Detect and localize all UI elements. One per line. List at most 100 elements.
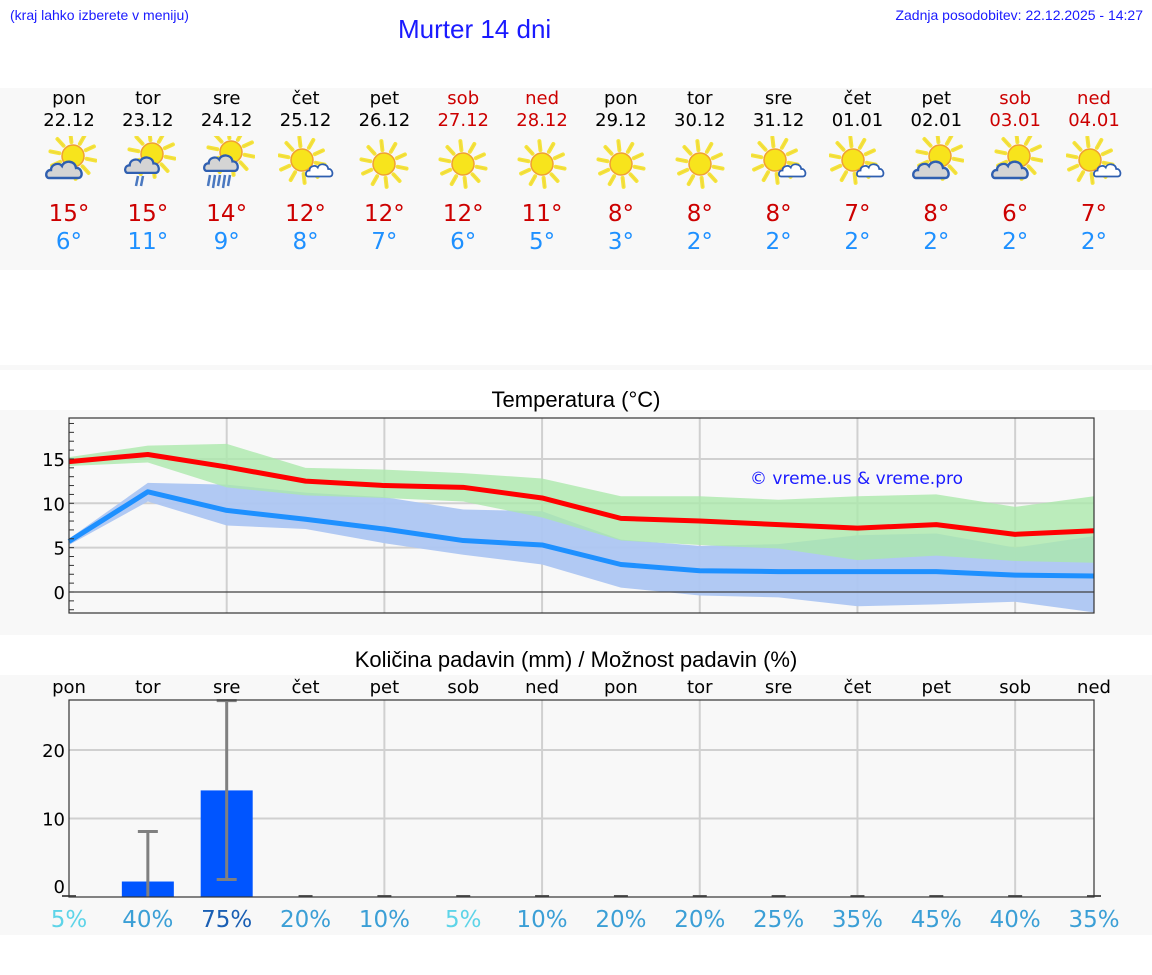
day-forecast: tor 30.12 8° 2° xyxy=(660,88,740,256)
min-temp: 2° xyxy=(1080,229,1108,255)
max-temp: 8° xyxy=(923,201,950,227)
min-temp: 2° xyxy=(923,229,950,255)
daily-forecast: pon 22.12 15° 6° tor 23.12 15° 11° sre 24.12 14° 9°… xyxy=(0,88,1152,268)
x-day-label: sre xyxy=(765,677,792,698)
x-day-label: čet xyxy=(843,677,871,698)
day-date: 31.12 xyxy=(752,110,805,131)
day-date: 30.12 xyxy=(674,110,726,131)
day-name: tor xyxy=(687,88,713,109)
y-tick-label: 0 xyxy=(54,877,65,898)
day-forecast: ned 28.12 11° 5° xyxy=(502,88,582,256)
x-day-label: sob xyxy=(999,677,1031,698)
precip-probability: 20% xyxy=(674,907,725,933)
day-name: čet xyxy=(291,88,320,109)
max-temp: 8° xyxy=(765,201,792,227)
precip-probability: 20% xyxy=(280,907,331,933)
x-day-label: ned xyxy=(525,677,559,698)
min-temp: 2° xyxy=(844,229,871,255)
precip-probability: 25% xyxy=(753,907,804,933)
day-name: sre xyxy=(212,88,241,109)
day-name: čet xyxy=(843,88,872,109)
location-hint: (kraj lahko izberete v meniju) xyxy=(10,7,189,23)
min-temp: 2° xyxy=(765,229,792,255)
day-name: ned xyxy=(525,88,560,109)
sun-small-cloud-icon xyxy=(1066,136,1122,185)
max-temp: 15° xyxy=(48,201,90,227)
x-day-label: sre xyxy=(213,677,240,698)
x-day-label: pet xyxy=(922,677,952,698)
precip-probability: 35% xyxy=(832,907,883,933)
min-temp: 8° xyxy=(292,229,319,255)
error-bar xyxy=(216,699,237,881)
min-temp: 11° xyxy=(127,229,169,255)
x-day-label: pet xyxy=(370,677,400,698)
x-day-label: ned xyxy=(1077,677,1111,698)
separator-band xyxy=(0,365,1152,370)
day-forecast: pet 02.01 8° 2° xyxy=(896,88,976,256)
day-date: 25.12 xyxy=(279,110,332,131)
precip-chart-title: Količina padavin (mm) / Možnost padavin … xyxy=(354,647,798,672)
max-temp: 7° xyxy=(844,201,871,227)
sun-icon xyxy=(438,139,488,189)
day-forecast: pon 29.12 8° 3° xyxy=(581,88,661,256)
day-name: sob xyxy=(999,88,1032,109)
day-forecast: sre 31.12 8° 2° xyxy=(739,88,819,256)
cloudy-light-rain-icon xyxy=(123,136,176,187)
day-date: 04.01 xyxy=(1068,110,1120,131)
day-name: sob xyxy=(447,88,480,109)
day-forecast: pon 22.12 15° 6° xyxy=(29,88,109,256)
temp-chart-title: Temperatura (°C) xyxy=(491,387,661,412)
y-tick-label: 0 xyxy=(54,583,65,604)
x-day-label: pon xyxy=(52,677,86,698)
day-forecast: sob 03.01 6° 2° xyxy=(975,88,1055,256)
precip-probability: 35% xyxy=(1068,907,1119,933)
day-name: pet xyxy=(921,88,952,109)
max-temp: 8° xyxy=(607,201,634,227)
precip-probability: 75% xyxy=(201,907,252,933)
day-date: 29.12 xyxy=(595,110,647,131)
max-temp: 12° xyxy=(442,201,484,227)
sun-small-cloud-icon xyxy=(829,136,885,185)
page-title: Murter 14 dni xyxy=(398,14,552,44)
sun-icon xyxy=(675,139,725,189)
day-date: 26.12 xyxy=(358,110,411,131)
max-temp: 7° xyxy=(1080,201,1108,227)
precip-probability: 20% xyxy=(595,907,646,933)
max-temp: 11° xyxy=(521,201,563,227)
forecast-band xyxy=(0,88,1152,270)
sun-icon xyxy=(596,139,646,189)
sun-icon xyxy=(359,139,409,189)
day-date: 03.01 xyxy=(989,110,1041,131)
precip-probability: 40% xyxy=(990,907,1041,933)
max-temp: 12° xyxy=(363,201,405,227)
y-tick-label: 20 xyxy=(42,741,65,762)
y-tick-label: 10 xyxy=(42,494,65,515)
precip-probability: 10% xyxy=(359,907,410,933)
max-temp-line xyxy=(68,452,1095,537)
sun-small-cloud-icon xyxy=(277,136,333,185)
day-date: 23.12 xyxy=(122,110,174,131)
min-temp: 6° xyxy=(55,229,83,255)
min-temp: 9° xyxy=(213,229,240,255)
day-date: 27.12 xyxy=(437,110,489,131)
precip-probability: 10% xyxy=(517,907,568,933)
y-tick-label: 15 xyxy=(42,450,65,471)
day-name: pon xyxy=(52,88,86,109)
min-temp: 5° xyxy=(528,229,556,255)
day-date: 24.12 xyxy=(200,110,253,131)
x-day-label: pon xyxy=(604,677,638,698)
day-forecast: ned 04.01 7° 2° xyxy=(1054,88,1134,256)
x-day-label: sob xyxy=(447,677,479,698)
last-update: Zadnja posodobitev: 22.12.2025 - 14:27 xyxy=(895,7,1143,23)
max-temp: 14° xyxy=(206,201,248,227)
day-forecast: sob 27.12 12° 6° xyxy=(423,88,503,256)
day-name: ned xyxy=(1077,88,1111,109)
error-bar xyxy=(137,830,158,897)
min-temp: 2° xyxy=(1002,229,1029,255)
day-name: sre xyxy=(764,88,793,109)
max-temp: 8° xyxy=(686,201,713,227)
day-name: pet xyxy=(369,88,400,109)
precip-probability: 5% xyxy=(51,907,88,933)
y-tick-label: 5 xyxy=(54,539,65,560)
